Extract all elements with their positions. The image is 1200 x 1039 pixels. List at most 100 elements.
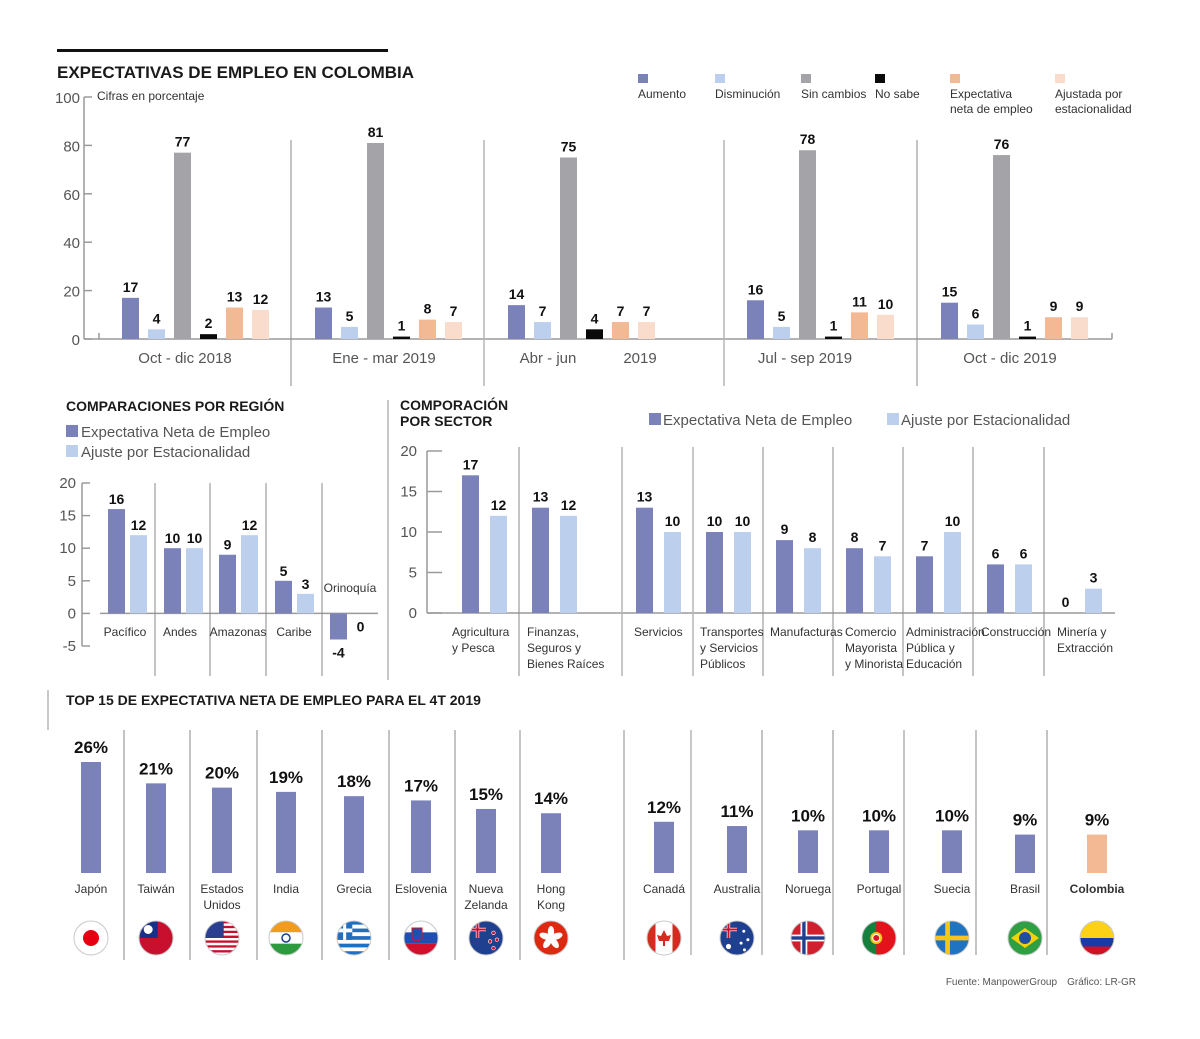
value-label: 3 <box>302 576 310 592</box>
country-label: Kong <box>537 898 565 912</box>
value-label: 9 <box>224 537 232 553</box>
category-label: Servicios <box>634 625 683 639</box>
flag-part <box>539 932 552 940</box>
flag-part <box>205 952 239 955</box>
value-label: 75 <box>561 139 577 155</box>
bar-ajustada <box>1071 317 1088 339</box>
flag-part <box>337 928 353 933</box>
flag-part <box>205 940 239 943</box>
value-label: 26% <box>74 738 108 757</box>
flag-part <box>411 927 423 942</box>
flag-ring <box>468 920 504 956</box>
colombia-flag-icon <box>1079 920 1115 956</box>
legend-label: Expectativa <box>950 87 1012 101</box>
flag-part <box>727 921 730 938</box>
legend-swatch-disminucion <box>66 445 78 457</box>
category-label: Manufacturas <box>770 625 843 639</box>
flag-ring <box>1079 920 1115 956</box>
bar-eslovenia <box>411 800 431 873</box>
value-label: 8 <box>809 529 817 545</box>
value-label: 11 <box>852 293 867 309</box>
bar-disminucion <box>560 515 577 613</box>
flag-part <box>337 951 371 955</box>
flag-part <box>404 921 438 933</box>
value-label: 2 <box>205 315 213 331</box>
flag-part <box>337 928 371 933</box>
flag-part <box>550 932 563 940</box>
legend-swatch-ajustada <box>1055 74 1065 83</box>
value-label: 78 <box>800 131 816 147</box>
flag-ring <box>1007 920 1043 956</box>
y-tick-label: 5 <box>68 573 76 590</box>
flag-part <box>269 943 303 955</box>
value-label: 5 <box>778 308 786 324</box>
bar-aumento <box>275 580 292 614</box>
y-tick-label: 0 <box>72 332 80 349</box>
sector-title-line-2: POR SECTOR <box>400 413 492 429</box>
flag-part <box>491 946 496 951</box>
flag-part <box>337 921 371 925</box>
value-label: 10% <box>791 806 825 825</box>
value-label: 13 <box>637 489 653 505</box>
bar-aumento <box>462 475 479 613</box>
flag-part <box>746 938 750 942</box>
sector-title-line-1: COMPORACIÓN <box>400 396 508 413</box>
legend-label: Disminución <box>715 87 780 101</box>
bar-taiwán <box>146 783 166 873</box>
flag-body <box>74 921 108 955</box>
value-label: 7 <box>539 303 547 319</box>
flag-part <box>657 930 671 946</box>
bar-aumento <box>941 302 958 339</box>
value-label: 1 <box>830 318 838 334</box>
bar-aumento <box>706 532 723 613</box>
flag-part <box>739 941 743 945</box>
value-label: 14% <box>534 789 568 808</box>
category-label: Administración <box>906 625 985 639</box>
bar-noruega <box>798 830 818 873</box>
flag-body <box>139 921 173 955</box>
flag-ring <box>403 920 439 956</box>
value-label: 12 <box>253 291 269 307</box>
value-label: 15 <box>942 284 958 300</box>
bar-disminucion <box>773 326 790 339</box>
bar-expectativa_neta <box>1045 317 1062 339</box>
flag-part <box>337 947 371 952</box>
value-label: 13 <box>316 289 332 305</box>
legend-label: Ajustada por <box>1055 87 1122 101</box>
bar-india <box>276 791 296 873</box>
category-label: y Servicios <box>700 641 758 655</box>
bar-disminucion <box>130 535 147 614</box>
flag-ring <box>646 920 682 956</box>
bar-disminucion <box>664 532 681 613</box>
brazil-flag-icon <box>1007 920 1043 956</box>
japan-flag-icon <box>73 920 109 956</box>
country-label: Zelanda <box>464 898 508 912</box>
bar-aumento <box>532 507 549 613</box>
value-label: 77 <box>175 134 191 150</box>
new-zealand-flag-icon <box>468 920 504 956</box>
legend-label: neta de empleo <box>950 102 1033 116</box>
value-label: 3 <box>1090 570 1098 586</box>
bar-colombia <box>1087 834 1107 873</box>
bar-hong-kong <box>541 813 561 873</box>
flag-part <box>83 930 99 946</box>
top15-chart: 26% Japón 21% Taiwán 20% Estados Unidos 19% Indi… <box>73 730 1125 960</box>
value-label: 10 <box>878 296 894 312</box>
value-label: 6 <box>972 305 980 321</box>
country-label: Unidos <box>203 898 240 912</box>
flag-part <box>862 921 877 955</box>
flag-ring <box>138 920 174 956</box>
flag-part <box>742 948 746 952</box>
source-text: Fuente: ManpowerGroup <box>946 977 1058 988</box>
bar-ajustada <box>877 314 894 339</box>
category-label: Públicos <box>700 657 745 671</box>
bar-ajustada <box>638 322 655 339</box>
bar-disminucion <box>734 532 751 613</box>
flag-body <box>205 921 239 955</box>
legend-swatch-aumento <box>638 74 648 83</box>
flag-body <box>269 921 303 955</box>
expectativas-legend: Aumento Disminución Sin cambios No sabe Expe… <box>638 74 1132 116</box>
flag-part <box>1019 932 1031 944</box>
legend-label: estacionalidad <box>1055 102 1132 116</box>
taiwan-flag-icon <box>138 920 174 956</box>
